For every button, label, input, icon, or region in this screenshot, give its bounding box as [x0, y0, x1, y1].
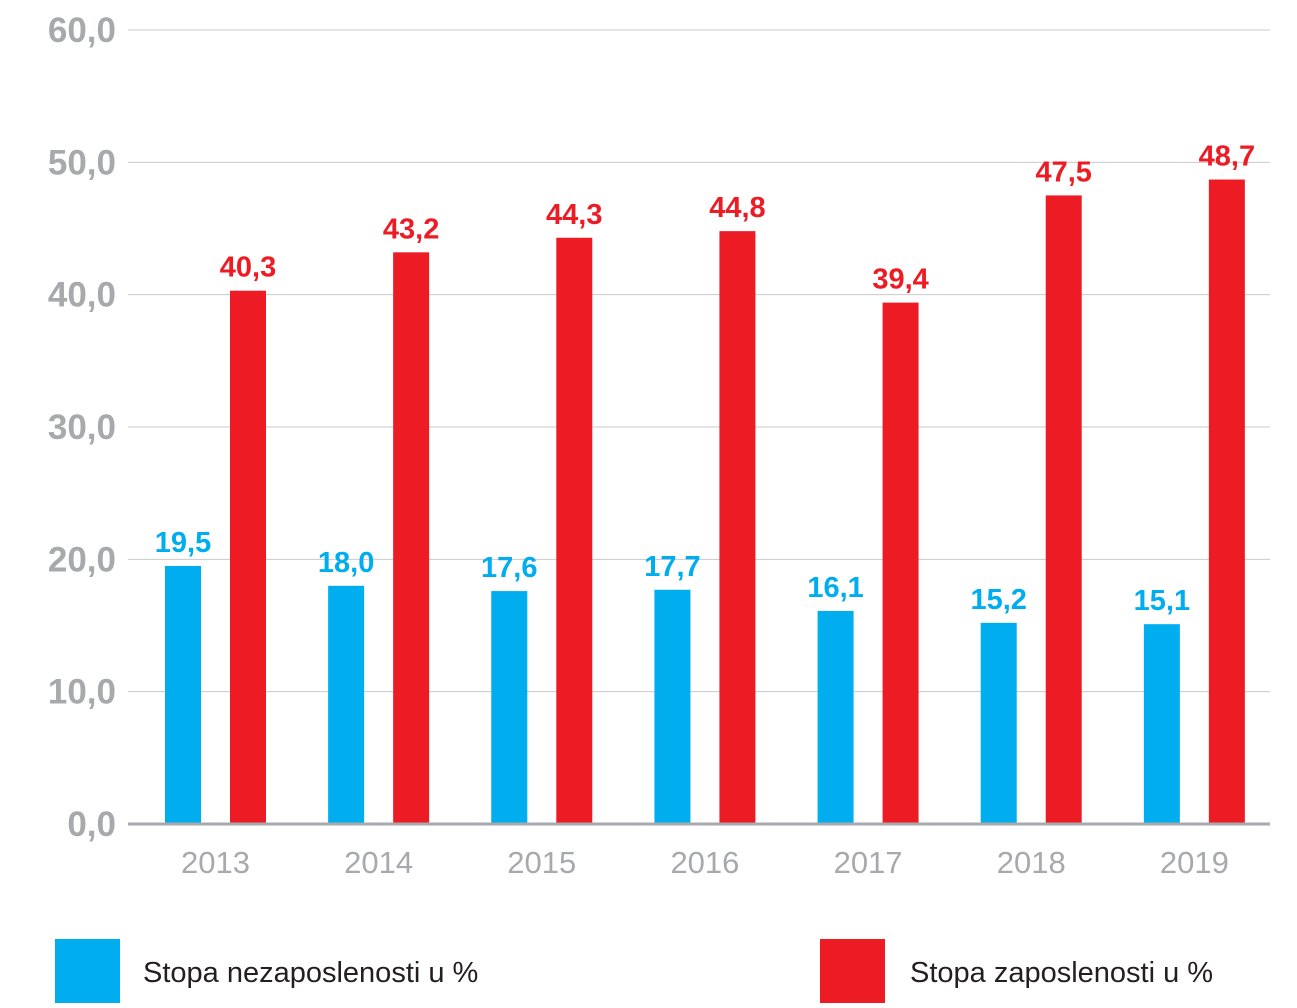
x-tick-label: 2017	[834, 845, 903, 880]
data-label-employment: 48,7	[1199, 141, 1255, 173]
legend-swatch-unemployment	[55, 939, 120, 1003]
legend-label-unemployment: Stopa nezaposlenosti u %	[143, 957, 478, 989]
bar-unemployment	[818, 611, 854, 823]
y-tick-label: 60,0	[48, 11, 116, 50]
data-label-employment: 39,4	[872, 264, 928, 296]
legend-label-employment: Stopa zaposlenosti u %	[910, 957, 1213, 989]
data-label-unemployment: 15,2	[970, 584, 1026, 616]
bar-employment	[1046, 195, 1082, 822]
y-tick-label: 30,0	[48, 408, 116, 447]
y-axis-ticks: 0,0 10,0 20,0 30,0 40,0 50,0 60,0	[48, 11, 116, 844]
data-label-employment: 44,3	[546, 199, 602, 231]
bars	[165, 180, 1245, 823]
bar-unemployment	[165, 566, 201, 823]
bar-employment	[1209, 180, 1245, 823]
data-label-unemployment: 17,6	[481, 552, 537, 584]
bar-employment	[556, 238, 592, 823]
bar-employment	[230, 291, 266, 823]
data-label-unemployment: 15,1	[1134, 585, 1190, 617]
legend: Stopa nezaposlenosti u % Stopa zaposlenos…	[55, 939, 1213, 1003]
x-tick-label: 2019	[1160, 845, 1229, 880]
y-tick-label: 0,0	[67, 805, 116, 844]
bar-unemployment	[1144, 624, 1180, 822]
x-tick-label: 2014	[344, 845, 413, 880]
data-label-employment: 44,8	[709, 192, 765, 224]
legend-swatch-employment	[820, 939, 885, 1003]
data-label-unemployment: 17,7	[644, 551, 700, 583]
x-tick-label: 2015	[507, 845, 576, 880]
bar-employment	[393, 252, 429, 822]
y-tick-label: 50,0	[48, 143, 116, 182]
gridlines	[128, 30, 1270, 824]
x-tick-label: 2016	[670, 845, 739, 880]
data-label-employment: 47,5	[1035, 156, 1091, 188]
x-axis-ticks: 2013 2014 2015 2016 2017 2018 2019	[181, 845, 1229, 880]
bar-unemployment	[654, 590, 690, 823]
bar-unemployment	[491, 591, 527, 822]
data-label-employment: 40,3	[220, 252, 276, 284]
x-tick-label: 2018	[997, 845, 1066, 880]
bar-unemployment	[981, 623, 1017, 823]
y-tick-label: 20,0	[48, 540, 116, 579]
bar-employment	[883, 303, 919, 823]
y-tick-label: 40,0	[48, 276, 116, 315]
bar-employment	[719, 231, 755, 822]
data-label-unemployment: 18,0	[318, 547, 374, 579]
bar-unemployment	[328, 586, 364, 823]
x-tick-label: 2013	[181, 845, 250, 880]
data-label-unemployment: 16,1	[807, 572, 863, 604]
data-labels: 19,5 40,3 18,0 43,2 17,6 44,3 17,7 44,8 16,1 39,4…	[155, 141, 1255, 618]
y-tick-label: 10,0	[48, 673, 116, 712]
data-label-unemployment: 19,5	[155, 527, 211, 559]
data-label-employment: 43,2	[383, 213, 439, 245]
